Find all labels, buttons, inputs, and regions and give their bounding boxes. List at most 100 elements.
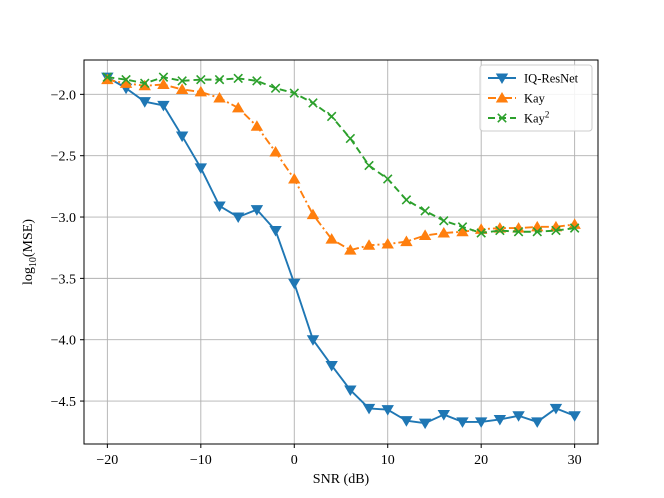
- data-point: [551, 225, 561, 236]
- data-point: [232, 101, 245, 113]
- data-point: [288, 172, 301, 184]
- data-point: [138, 97, 151, 108]
- data-point: [250, 120, 264, 131]
- data-point: [194, 85, 208, 97]
- data-point: [269, 226, 282, 237]
- data-point: [420, 206, 430, 216]
- legend-label: Kay2: [524, 110, 549, 126]
- data-point: [344, 244, 357, 255]
- data-point: [456, 417, 469, 428]
- legend-marker: [495, 73, 509, 85]
- data-point: [456, 225, 469, 237]
- data-point: [474, 417, 488, 428]
- data-point: [437, 410, 450, 421]
- data-point: [513, 226, 524, 237]
- data-point: [437, 226, 450, 238]
- data-point: [569, 223, 580, 233]
- x-tick-label: 20: [474, 453, 488, 468]
- data-point: [418, 229, 432, 240]
- data-point: [175, 83, 189, 94]
- legend-marker: [495, 91, 509, 103]
- data-point: [289, 88, 300, 98]
- data-point: [250, 205, 264, 216]
- y-tick-label: −2.0: [51, 88, 76, 103]
- x-tick-label: 30: [568, 453, 582, 468]
- data-point: [381, 238, 394, 249]
- data-point: [177, 76, 187, 86]
- data-point: [568, 411, 581, 422]
- legend-box: [479, 64, 593, 132]
- plot-frame: [83, 59, 599, 445]
- data-point: [364, 160, 374, 171]
- data-point: [139, 78, 150, 89]
- data-point: [401, 195, 412, 205]
- data-point: [381, 405, 394, 416]
- data-point: [233, 73, 243, 84]
- data-point: [308, 98, 318, 108]
- data-point: [532, 226, 543, 237]
- data-point: [269, 145, 282, 157]
- y-tick-label: −3.0: [51, 211, 76, 226]
- data-point: [157, 100, 170, 112]
- legend-item-1: IQ-ResNet: [488, 72, 579, 86]
- data-point: [382, 174, 393, 184]
- data-point: [121, 74, 131, 85]
- y-axis-label-sub: 10: [28, 257, 39, 267]
- data-point: [196, 74, 206, 85]
- data-point: [439, 215, 449, 226]
- y-tick-label: −4.0: [51, 334, 76, 349]
- data-point: [418, 418, 432, 430]
- y-tick-label: −4.5: [51, 395, 76, 410]
- x-tick-label: 10: [381, 453, 395, 468]
- y-axis-label: log10(MSE): [21, 219, 39, 285]
- data-point: [288, 278, 301, 290]
- x-axis: −20 −10 0 10 20 30: [96, 444, 582, 468]
- data-point: [194, 163, 208, 174]
- legend-label: Kay: [524, 92, 546, 106]
- data-point: [344, 385, 357, 397]
- data-point: [306, 208, 320, 220]
- x-tick-label: −20: [96, 453, 118, 468]
- data-point: [325, 233, 338, 244]
- legend-item-3: Kay2: [488, 110, 549, 126]
- series-line-3: [107, 76, 575, 234]
- data-point: [457, 222, 468, 232]
- data-point: [214, 74, 225, 85]
- data-point: [158, 72, 169, 82]
- legend-item-2: Kay: [488, 92, 546, 106]
- x-axis-label: SNR (dB): [313, 472, 370, 487]
- y-axis: −2.0 −2.5 −3.0 −3.5 −4.0 −4.5: [51, 88, 84, 410]
- y-tick-label: −3.5: [51, 272, 76, 287]
- series-layer: [101, 72, 581, 430]
- data-point: [213, 92, 226, 103]
- data-point: [476, 228, 486, 238]
- data-point: [549, 403, 563, 415]
- data-point: [531, 417, 544, 428]
- data-point: [400, 416, 413, 427]
- data-point: [362, 403, 376, 415]
- legend-marker: [497, 113, 507, 123]
- series-3: [102, 72, 580, 238]
- data-point: [400, 235, 413, 247]
- data-point: [306, 335, 320, 346]
- data-point: [512, 411, 525, 422]
- y-axis-label-base: log: [21, 267, 36, 285]
- legend-label-sup: 2: [545, 110, 550, 120]
- y-tick-label: −2.5: [51, 150, 76, 165]
- x-tick-label: −10: [190, 453, 212, 468]
- data-point: [326, 111, 337, 122]
- y-axis-label-rest: (MSE): [21, 219, 36, 257]
- data-point: [175, 131, 189, 143]
- data-point: [232, 212, 245, 224]
- data-point: [157, 78, 170, 90]
- data-point: [345, 133, 356, 144]
- data-point: [495, 225, 505, 236]
- data-point: [102, 72, 113, 82]
- data-point: [270, 83, 281, 93]
- data-point: [493, 414, 507, 426]
- data-point: [325, 360, 338, 372]
- x-tick-label: 0: [291, 453, 298, 468]
- legend-label: IQ-ResNet: [524, 72, 579, 86]
- data-point: [252, 76, 262, 86]
